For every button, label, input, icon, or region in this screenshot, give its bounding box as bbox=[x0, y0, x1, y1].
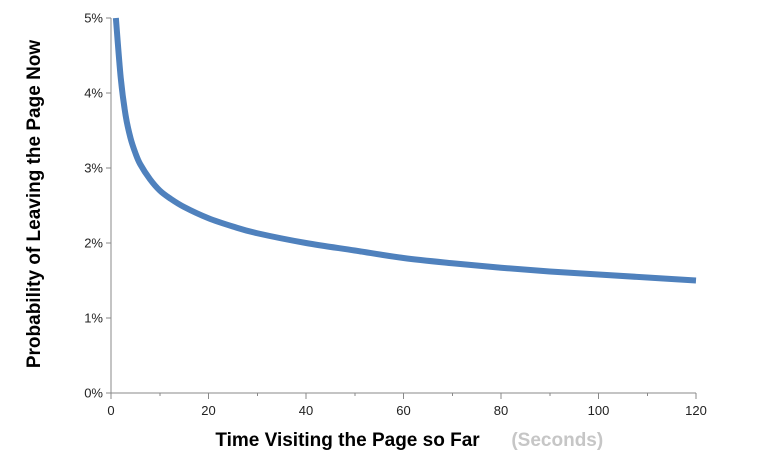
y-tick-label: 2% bbox=[84, 236, 103, 251]
axes bbox=[106, 17, 697, 399]
x-tick-label: 40 bbox=[299, 403, 313, 418]
y-tick-label: 4% bbox=[84, 86, 103, 101]
x-tick-label: 80 bbox=[494, 403, 508, 418]
y-tick-label: 1% bbox=[84, 311, 103, 326]
x-tick-label: 60 bbox=[396, 403, 410, 418]
x-tick-label: 20 bbox=[201, 403, 215, 418]
y-tick-label: 0% bbox=[84, 386, 103, 401]
x-axis-title-text: Time Visiting the Page so Far bbox=[215, 430, 480, 451]
y-tick-label: 3% bbox=[84, 161, 103, 176]
x-axis-title-unit: (Seconds) bbox=[506, 430, 603, 451]
x-tick-label: 0 bbox=[107, 403, 114, 418]
x-tick-label: 100 bbox=[588, 403, 610, 418]
y-tick-label: 5% bbox=[84, 11, 103, 26]
x-tick-label: 120 bbox=[685, 403, 707, 418]
x-axis-title: Time Visiting the Page so Far (Seconds) bbox=[189, 430, 619, 451]
tick-labels: 0% 1% 2% 3% 4% 5% 0 20 40 60 80 100 120 bbox=[84, 11, 707, 419]
y-axis-title: Probability of Leaving the Page Now bbox=[24, 40, 45, 369]
series-line bbox=[112, 17, 697, 284]
